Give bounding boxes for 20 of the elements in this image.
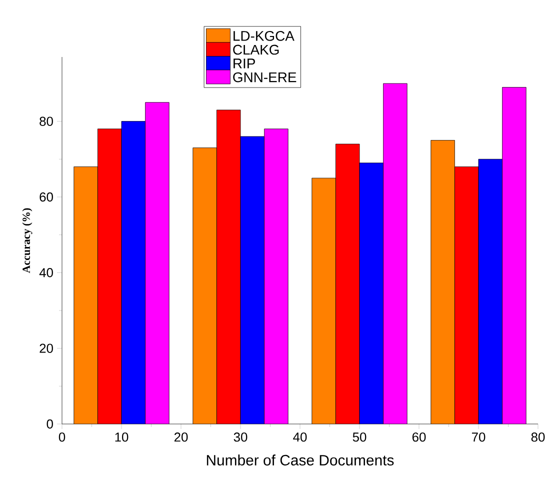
x-tick-label: 10 <box>115 432 128 442</box>
legend-label: LD-KGCA <box>234 30 294 41</box>
x-axis-title: Number of Case Documents <box>206 454 394 466</box>
y-tick-label: 20 <box>40 344 53 353</box>
legend-label: CLAKG <box>233 44 279 55</box>
x-tick-label: 80 <box>531 432 545 442</box>
y-tick-label: 40 <box>39 268 53 278</box>
legend-label: RIP <box>234 58 255 68</box>
x-tick-label: 50 <box>352 432 366 442</box>
x-tick-label: 30 <box>234 432 248 442</box>
legend-label: GNN-ERE <box>233 72 296 82</box>
y-axis-title: Accuracy (%) <box>22 208 32 274</box>
y-tick-label: 0 <box>46 419 53 429</box>
x-tick-label: 40 <box>293 432 307 442</box>
x-tick-label: 60 <box>412 432 426 442</box>
y-tick-label: 60 <box>40 192 53 202</box>
x-tick-label: 20 <box>174 432 188 442</box>
x-tick-label: 70 <box>472 432 486 442</box>
x-tick-label: 0 <box>58 432 66 442</box>
y-tick-label: 80 <box>40 116 53 126</box>
